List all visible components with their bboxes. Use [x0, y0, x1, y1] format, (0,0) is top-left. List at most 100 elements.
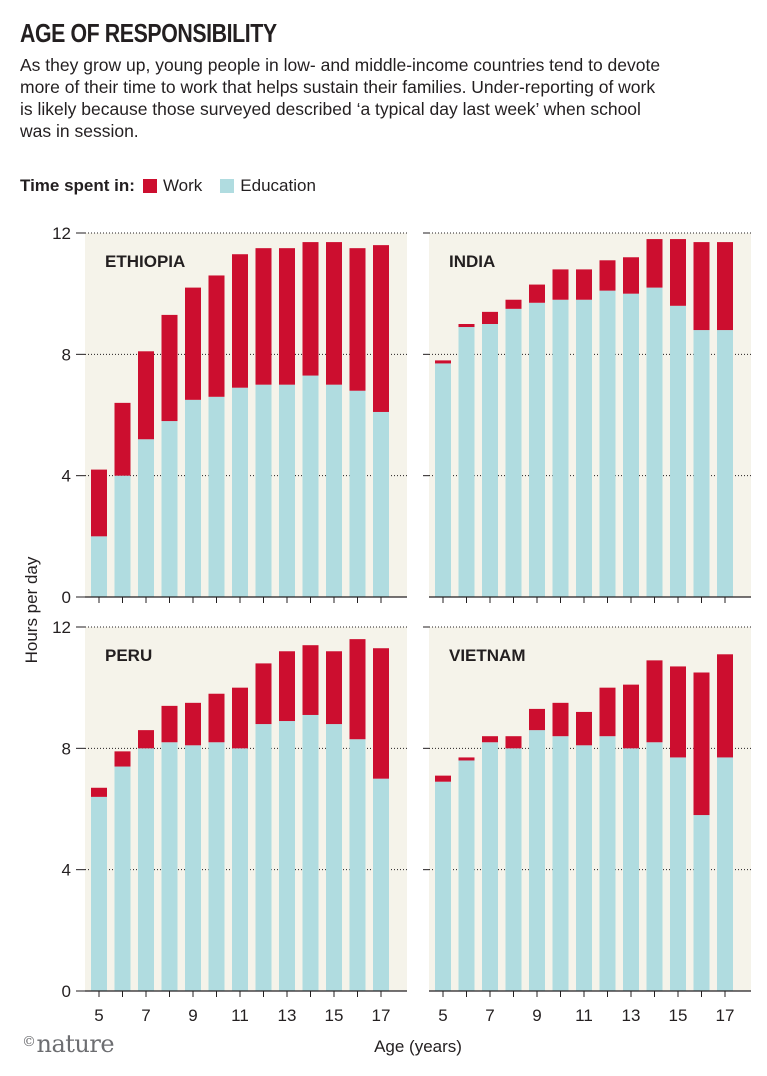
- bar-education-age-5: [91, 796, 107, 991]
- bar-work-age-5: [91, 469, 107, 537]
- bar-education-age-14: [302, 714, 319, 991]
- bar-education-age-15: [326, 724, 342, 991]
- bar-education-age-5: [435, 781, 451, 991]
- bar-education-age-5: [435, 363, 451, 597]
- bar-work-age-14: [302, 242, 319, 376]
- bar-education-age-7: [482, 324, 498, 597]
- y-tick-label-0: 0: [62, 588, 71, 607]
- bar-work-age-9: [529, 284, 545, 303]
- bar-work-age-11: [576, 711, 592, 746]
- x-tick-label-15: 15: [669, 1006, 688, 1025]
- x-tick-label-7: 7: [141, 1006, 150, 1025]
- bar-work-age-6: [114, 751, 131, 767]
- panel-label-india: INDIA: [449, 252, 495, 271]
- bar-work-age-14: [646, 239, 663, 288]
- bar-work-age-16: [693, 672, 710, 816]
- bar-education-age-13: [279, 721, 295, 991]
- bar-education-age-6: [458, 327, 475, 597]
- bar-work-age-15: [326, 242, 342, 385]
- y-tick-label-8: 8: [62, 739, 71, 758]
- bar-education-age-12: [255, 384, 272, 597]
- bar-education-age-8: [161, 421, 178, 597]
- bar-work-age-10: [552, 269, 569, 300]
- bar-education-age-13: [279, 384, 295, 597]
- bar-work-age-17: [373, 245, 389, 412]
- bar-work-age-11: [576, 269, 592, 300]
- x-tick-label-9: 9: [188, 1006, 197, 1025]
- bar-work-age-6: [458, 324, 475, 328]
- bar-education-age-15: [670, 757, 686, 991]
- bar-work-age-7: [482, 311, 498, 324]
- bar-education-age-10: [208, 396, 225, 597]
- panel-label-peru: PERU: [105, 646, 152, 665]
- panel-vietnam: VIETNAM 5 7 9 11 13 15 17: [423, 626, 751, 1025]
- bar-education-age-14: [646, 742, 663, 991]
- bar-work-age-14: [646, 660, 663, 743]
- bar-work-age-10: [208, 275, 225, 397]
- bar-education-age-16: [693, 330, 710, 597]
- bar-education-age-7: [482, 742, 498, 991]
- bar-work-age-17: [717, 654, 733, 758]
- copyright-symbol: ©: [22, 1034, 36, 1050]
- bar-education-age-12: [599, 736, 616, 991]
- bar-work-age-10: [552, 702, 569, 737]
- bar-education-age-16: [349, 390, 366, 597]
- bar-education-age-5: [91, 536, 107, 597]
- bar-work-age-15: [670, 666, 686, 758]
- bar-work-age-10: [208, 693, 225, 743]
- y-tick-label-4: 4: [62, 861, 71, 880]
- bar-education-age-10: [208, 742, 225, 991]
- panel-label-ethiopia: ETHIOPIA: [105, 252, 185, 271]
- bar-education-age-9: [529, 730, 545, 991]
- x-tick-label-11: 11: [575, 1006, 593, 1025]
- x-tick-label-13: 13: [278, 1006, 297, 1025]
- x-tick-label-11: 11: [231, 1006, 249, 1025]
- bar-work-age-6: [114, 402, 131, 476]
- bar-work-age-5: [435, 775, 451, 782]
- bar-work-age-11: [232, 687, 248, 749]
- x-tick-label-5: 5: [438, 1006, 447, 1025]
- legend-label-education: Education: [240, 176, 316, 195]
- bar-education-age-7: [138, 439, 154, 597]
- bar-work-age-8: [505, 299, 522, 309]
- bar-education-age-12: [599, 290, 616, 597]
- bar-education-age-15: [670, 305, 686, 597]
- bar-education-age-6: [458, 760, 475, 991]
- bar-work-age-16: [349, 639, 366, 740]
- legend-swatch-education: [220, 179, 235, 193]
- x-tick-label-9: 9: [532, 1006, 541, 1025]
- legend-title: Time spent in:: [20, 176, 135, 195]
- bar-education-age-6: [114, 475, 131, 597]
- bar-education-age-8: [505, 748, 522, 991]
- chart-title: AGE OF RESPONSIBILITY: [20, 18, 277, 48]
- bar-work-age-12: [255, 248, 272, 385]
- bar-work-age-12: [599, 687, 616, 737]
- bar-work-age-17: [373, 648, 389, 779]
- x-tick-label-7: 7: [485, 1006, 494, 1025]
- legend-item-work: Work: [142, 176, 202, 196]
- bar-education-age-6: [114, 766, 131, 991]
- bar-education-age-11: [232, 387, 248, 597]
- y-axis-title: Hours per day: [22, 556, 41, 663]
- bar-work-age-13: [623, 684, 639, 749]
- legend: Time spent in: Work Education: [20, 176, 334, 196]
- bar-work-age-9: [185, 287, 201, 400]
- bar-work-age-12: [255, 663, 272, 725]
- bar-work-age-13: [623, 257, 639, 294]
- bar-work-age-9: [529, 708, 545, 731]
- panel-label-vietnam: VIETNAM: [449, 646, 526, 665]
- bar-education-age-14: [302, 375, 319, 597]
- bar-education-age-7: [138, 748, 154, 991]
- bar-education-age-17: [373, 411, 389, 597]
- nature-logo: ©nature: [22, 1030, 115, 1058]
- bar-education-age-17: [717, 757, 733, 991]
- y-tick-label-12: 12: [52, 618, 71, 637]
- bar-education-age-9: [185, 399, 201, 597]
- bar-work-age-11: [232, 254, 248, 388]
- x-tick-label-13: 13: [622, 1006, 641, 1025]
- bar-education-age-12: [255, 724, 272, 991]
- x-axis-title: Age (years): [374, 1037, 462, 1056]
- bar-education-age-8: [161, 742, 178, 991]
- bar-work-age-8: [505, 736, 522, 749]
